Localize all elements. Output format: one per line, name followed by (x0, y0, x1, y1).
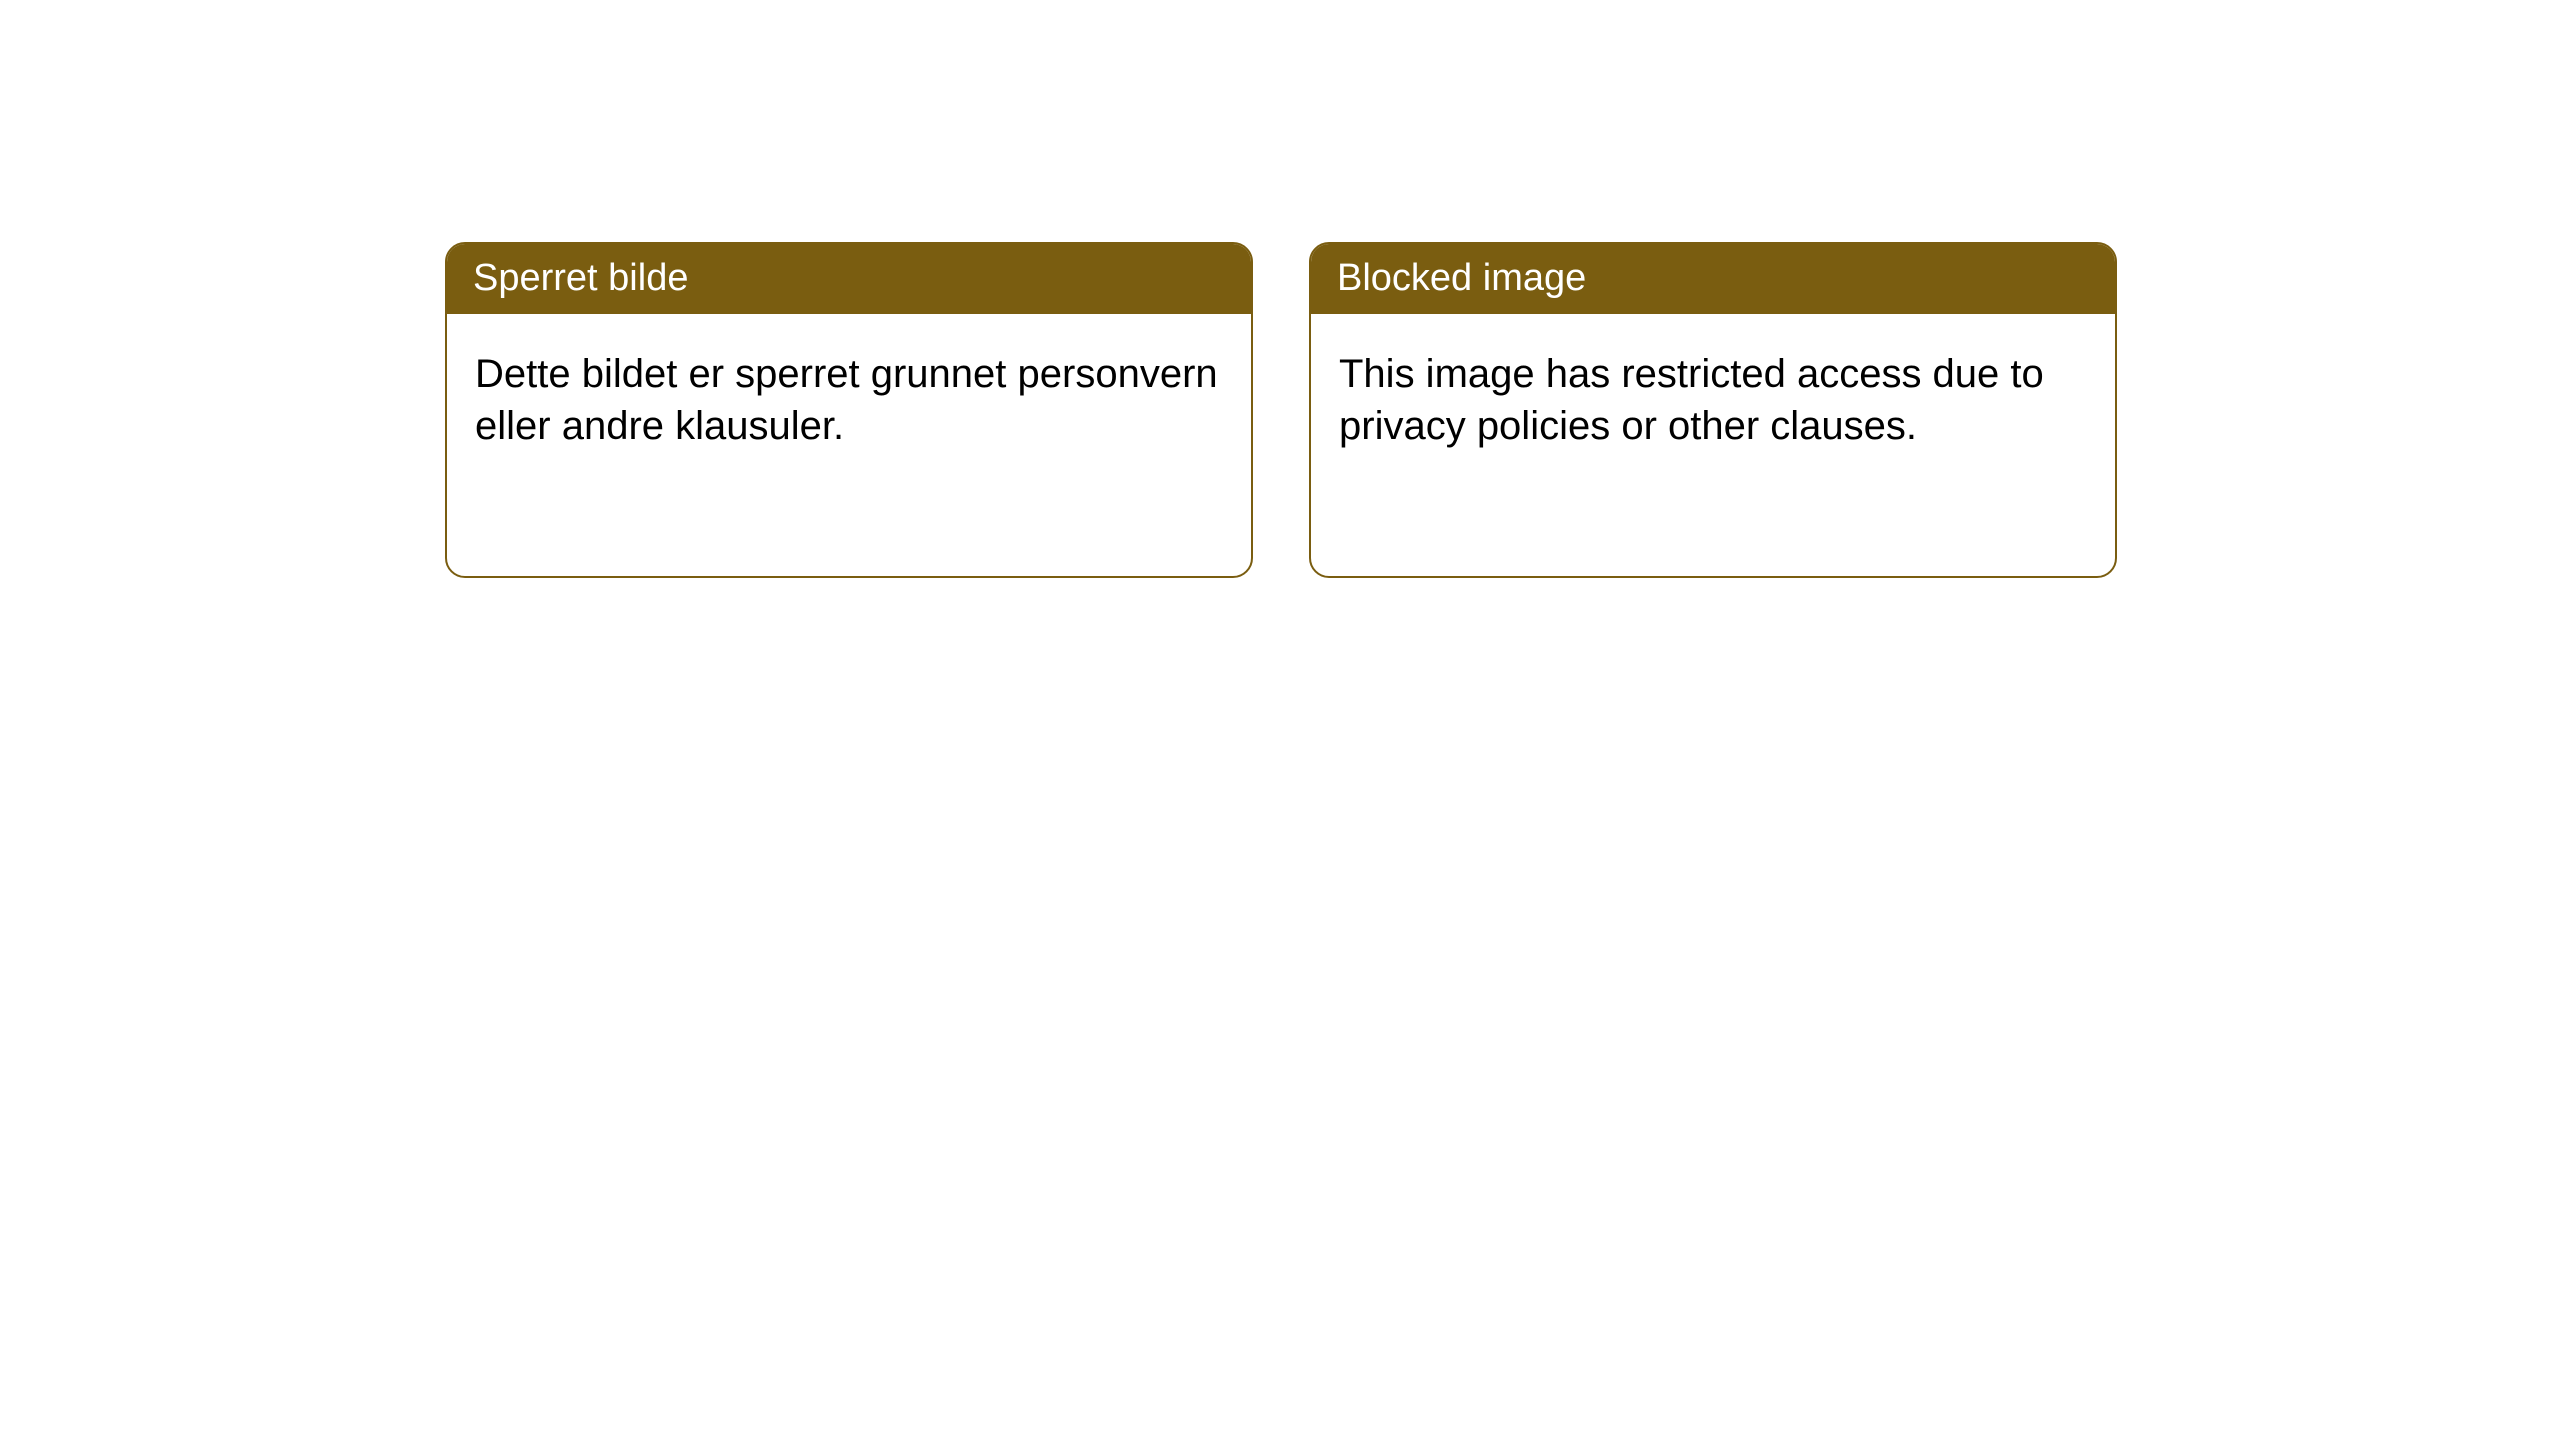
notice-body: This image has restricted access due to … (1311, 314, 2115, 486)
notice-card-norwegian: Sperret bilde Dette bildet er sperret gr… (445, 242, 1253, 578)
notice-title: Sperret bilde (447, 244, 1251, 314)
notice-body: Dette bildet er sperret grunnet personve… (447, 314, 1251, 486)
notice-title: Blocked image (1311, 244, 2115, 314)
notice-container: Sperret bilde Dette bildet er sperret gr… (445, 242, 2117, 578)
notice-card-english: Blocked image This image has restricted … (1309, 242, 2117, 578)
